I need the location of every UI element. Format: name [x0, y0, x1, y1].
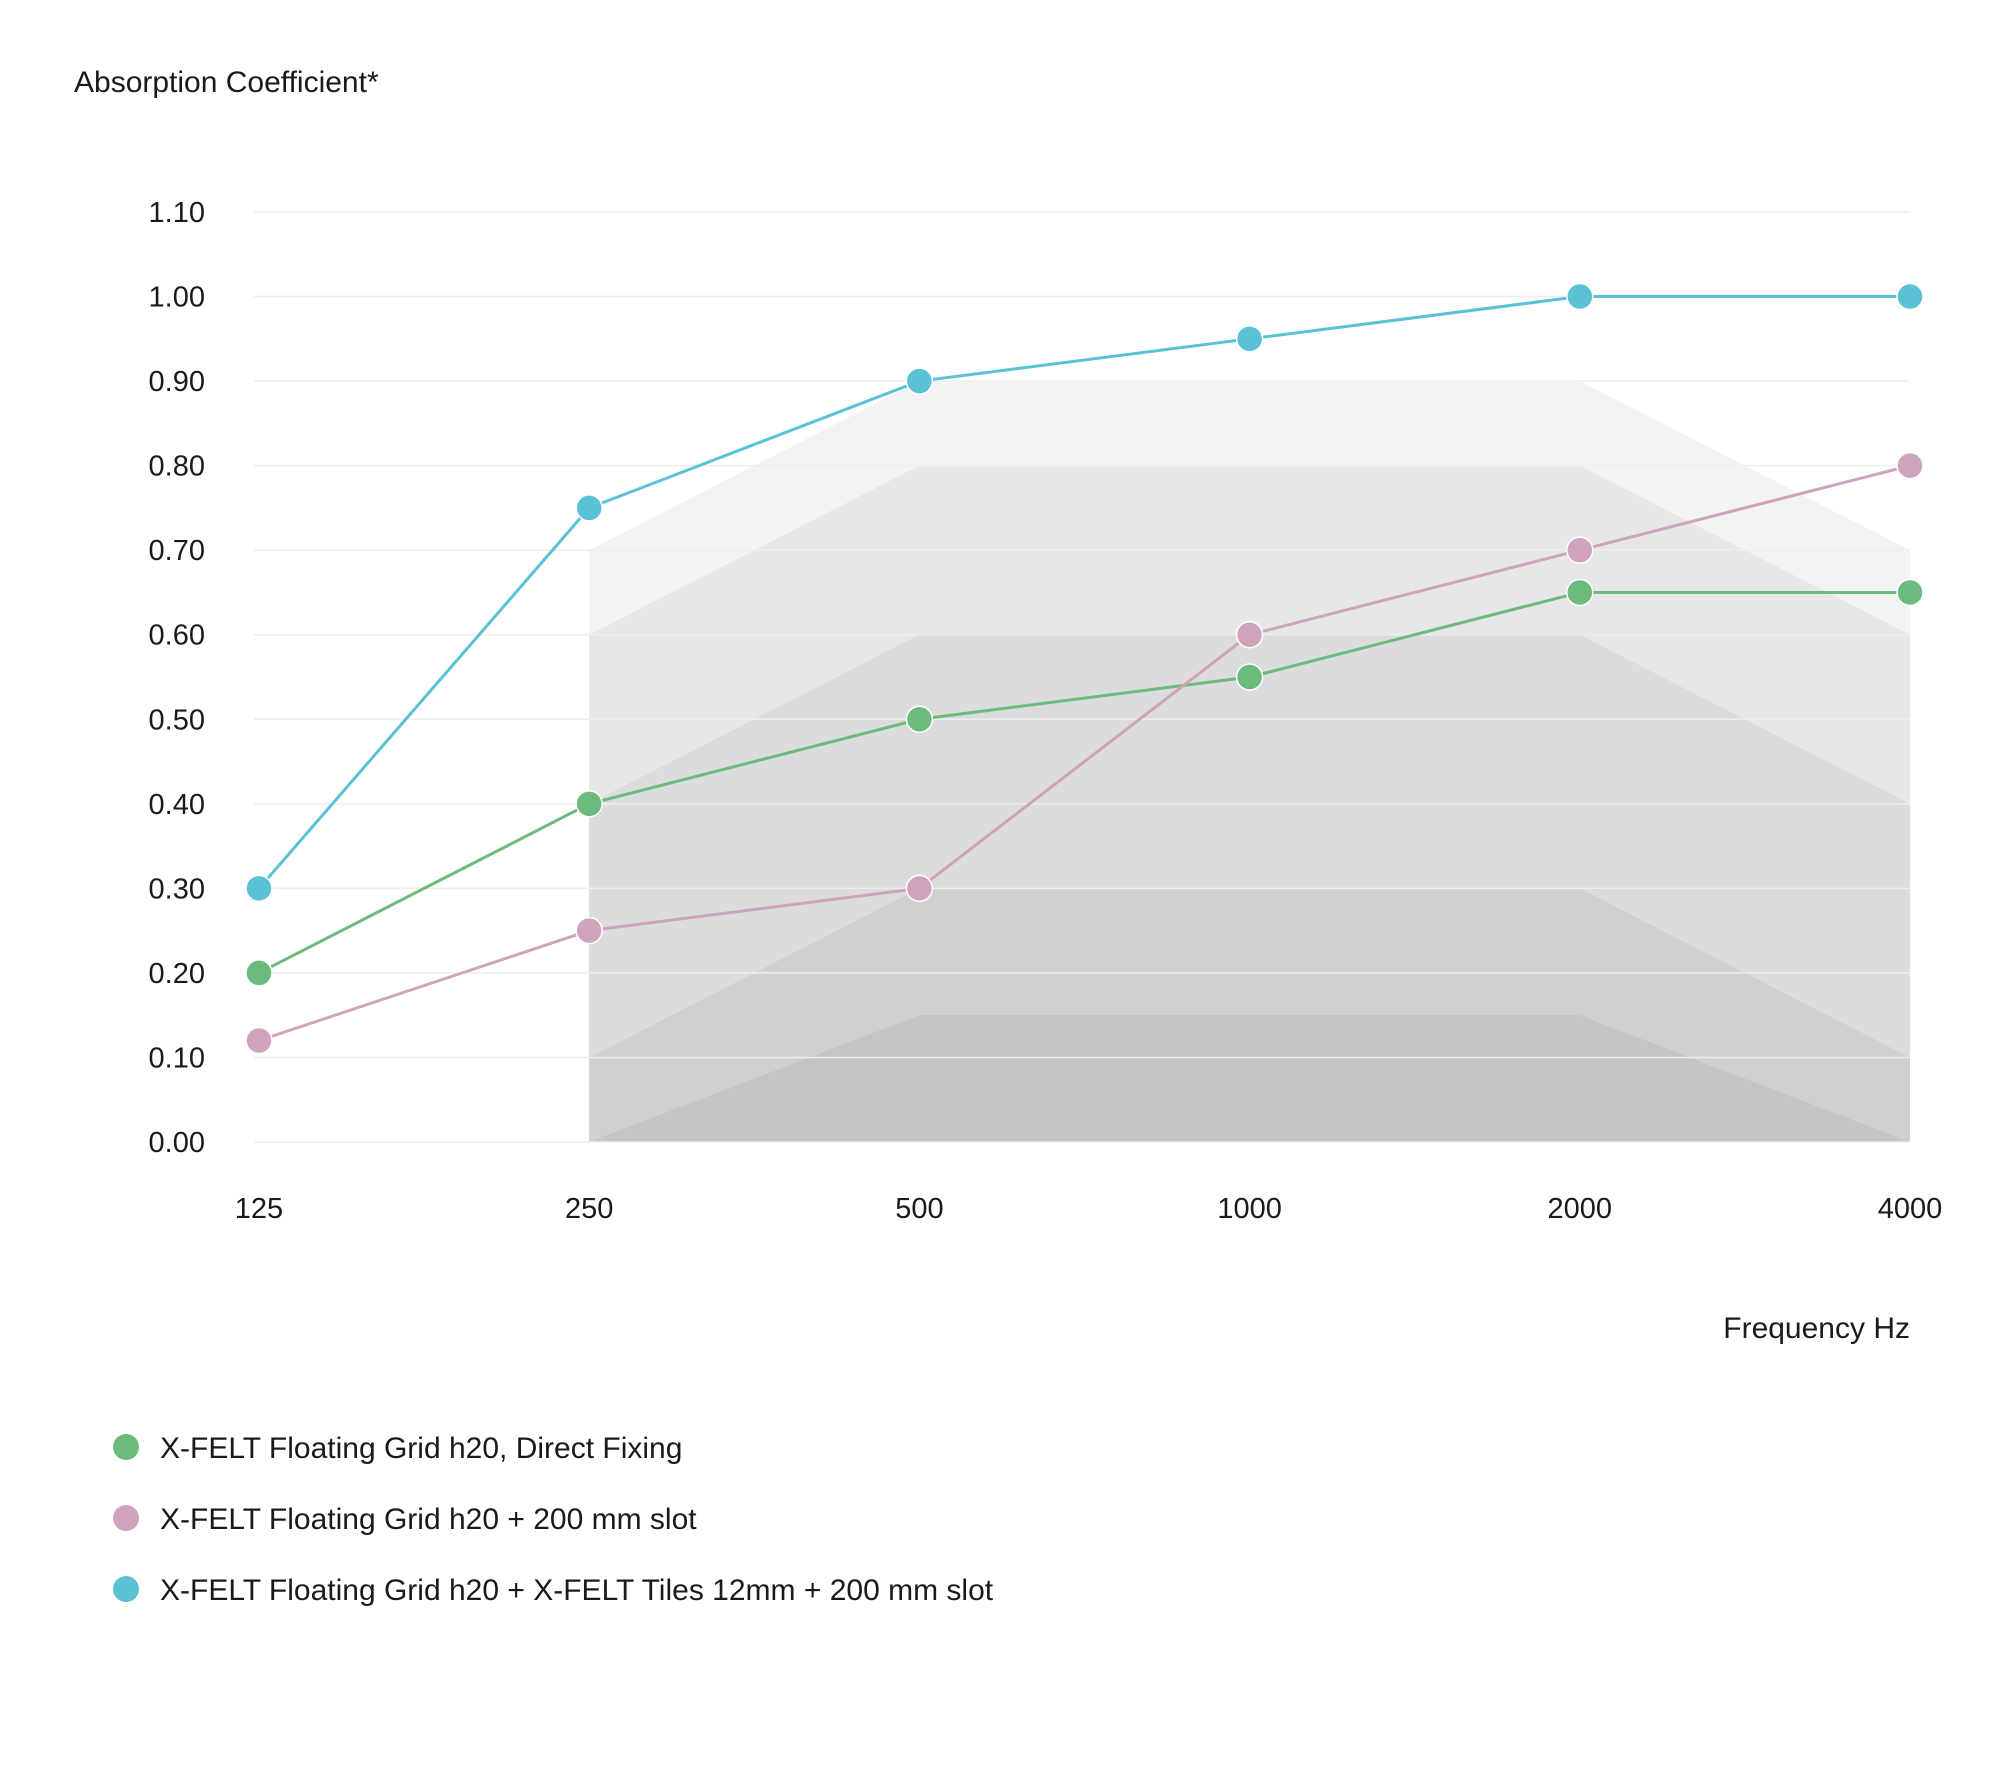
y-tick-label: 0.70 [149, 535, 205, 567]
data-point [1235, 325, 1264, 353]
y-tick-labels: 0.00 0.10 0.20 0.30 0.40 0.50 0.60 0.70 0.80 0.90… [149, 197, 205, 1159]
series-points [245, 282, 1924, 1055]
series-line-2 [258, 464, 1911, 1042]
data-point [575, 494, 603, 522]
legend-label: X-FELT Floating Grid h20, Direct Fixing [160, 1432, 682, 1465]
series-line-3 [257, 295, 1910, 890]
y-tick-label: 0.10 [149, 1042, 205, 1074]
data-point [245, 874, 273, 903]
data-point [1896, 578, 1924, 607]
data-point [1235, 620, 1264, 649]
y-tick-label: 0.40 [149, 789, 205, 821]
y-tick-label: 0.20 [149, 958, 205, 990]
legend-label: X-FELT Floating Grid h20 + 200 mm slot [160, 1503, 697, 1536]
x-tick-label: 4000 [1878, 1193, 1943, 1225]
legend-label: X-FELT Floating Grid h20 + X-FELT Tiles … [160, 1574, 994, 1607]
y-tick-label: 0.60 [149, 620, 205, 652]
data-point [245, 1026, 273, 1055]
x-tick-label: 500 [895, 1193, 943, 1225]
y-tick-label: 0.30 [149, 873, 205, 905]
data-point [905, 705, 934, 734]
x-tick-label: 250 [565, 1193, 613, 1225]
background-bands [589, 381, 1911, 1142]
legend-swatch [113, 1576, 139, 1602]
y-tick-label: 0.00 [149, 1127, 205, 1159]
y-axis-title: Absorption Coefficient* [74, 66, 379, 99]
gridlines [254, 211, 1910, 1143]
data-point [1235, 663, 1264, 691]
series-line-1 [258, 590, 1910, 975]
x-tick-label: 125 [235, 1193, 283, 1225]
legend-swatch [113, 1434, 139, 1460]
data-point [575, 790, 603, 818]
data-point [1566, 536, 1594, 564]
data-point [1566, 282, 1594, 311]
data-point [905, 874, 934, 903]
data-point [1896, 282, 1924, 311]
data-point [1566, 578, 1594, 607]
legend: X-FELT Floating Grid h20, Direct Fixing X… [113, 1432, 994, 1607]
legend-swatch [113, 1505, 139, 1531]
x-tick-labels: 125 250 500 1000 2000 4000 [235, 1193, 1942, 1225]
x-tick-label: 2000 [1548, 1193, 1613, 1225]
x-tick-label: 1000 [1217, 1193, 1282, 1225]
data-point [905, 367, 934, 395]
y-tick-label: 0.50 [149, 704, 205, 736]
background-band-5 [589, 1015, 1911, 1142]
y-tick-label: 0.80 [149, 451, 205, 483]
y-tick-label: 1.10 [149, 197, 205, 229]
series-lines [257, 295, 1911, 1042]
data-point [575, 916, 603, 945]
x-axis-title: Frequency Hz [1723, 1312, 1910, 1345]
y-tick-label: 1.00 [149, 282, 205, 314]
y-tick-label: 0.90 [149, 366, 205, 398]
data-point [1896, 451, 1924, 480]
data-point [245, 959, 273, 987]
